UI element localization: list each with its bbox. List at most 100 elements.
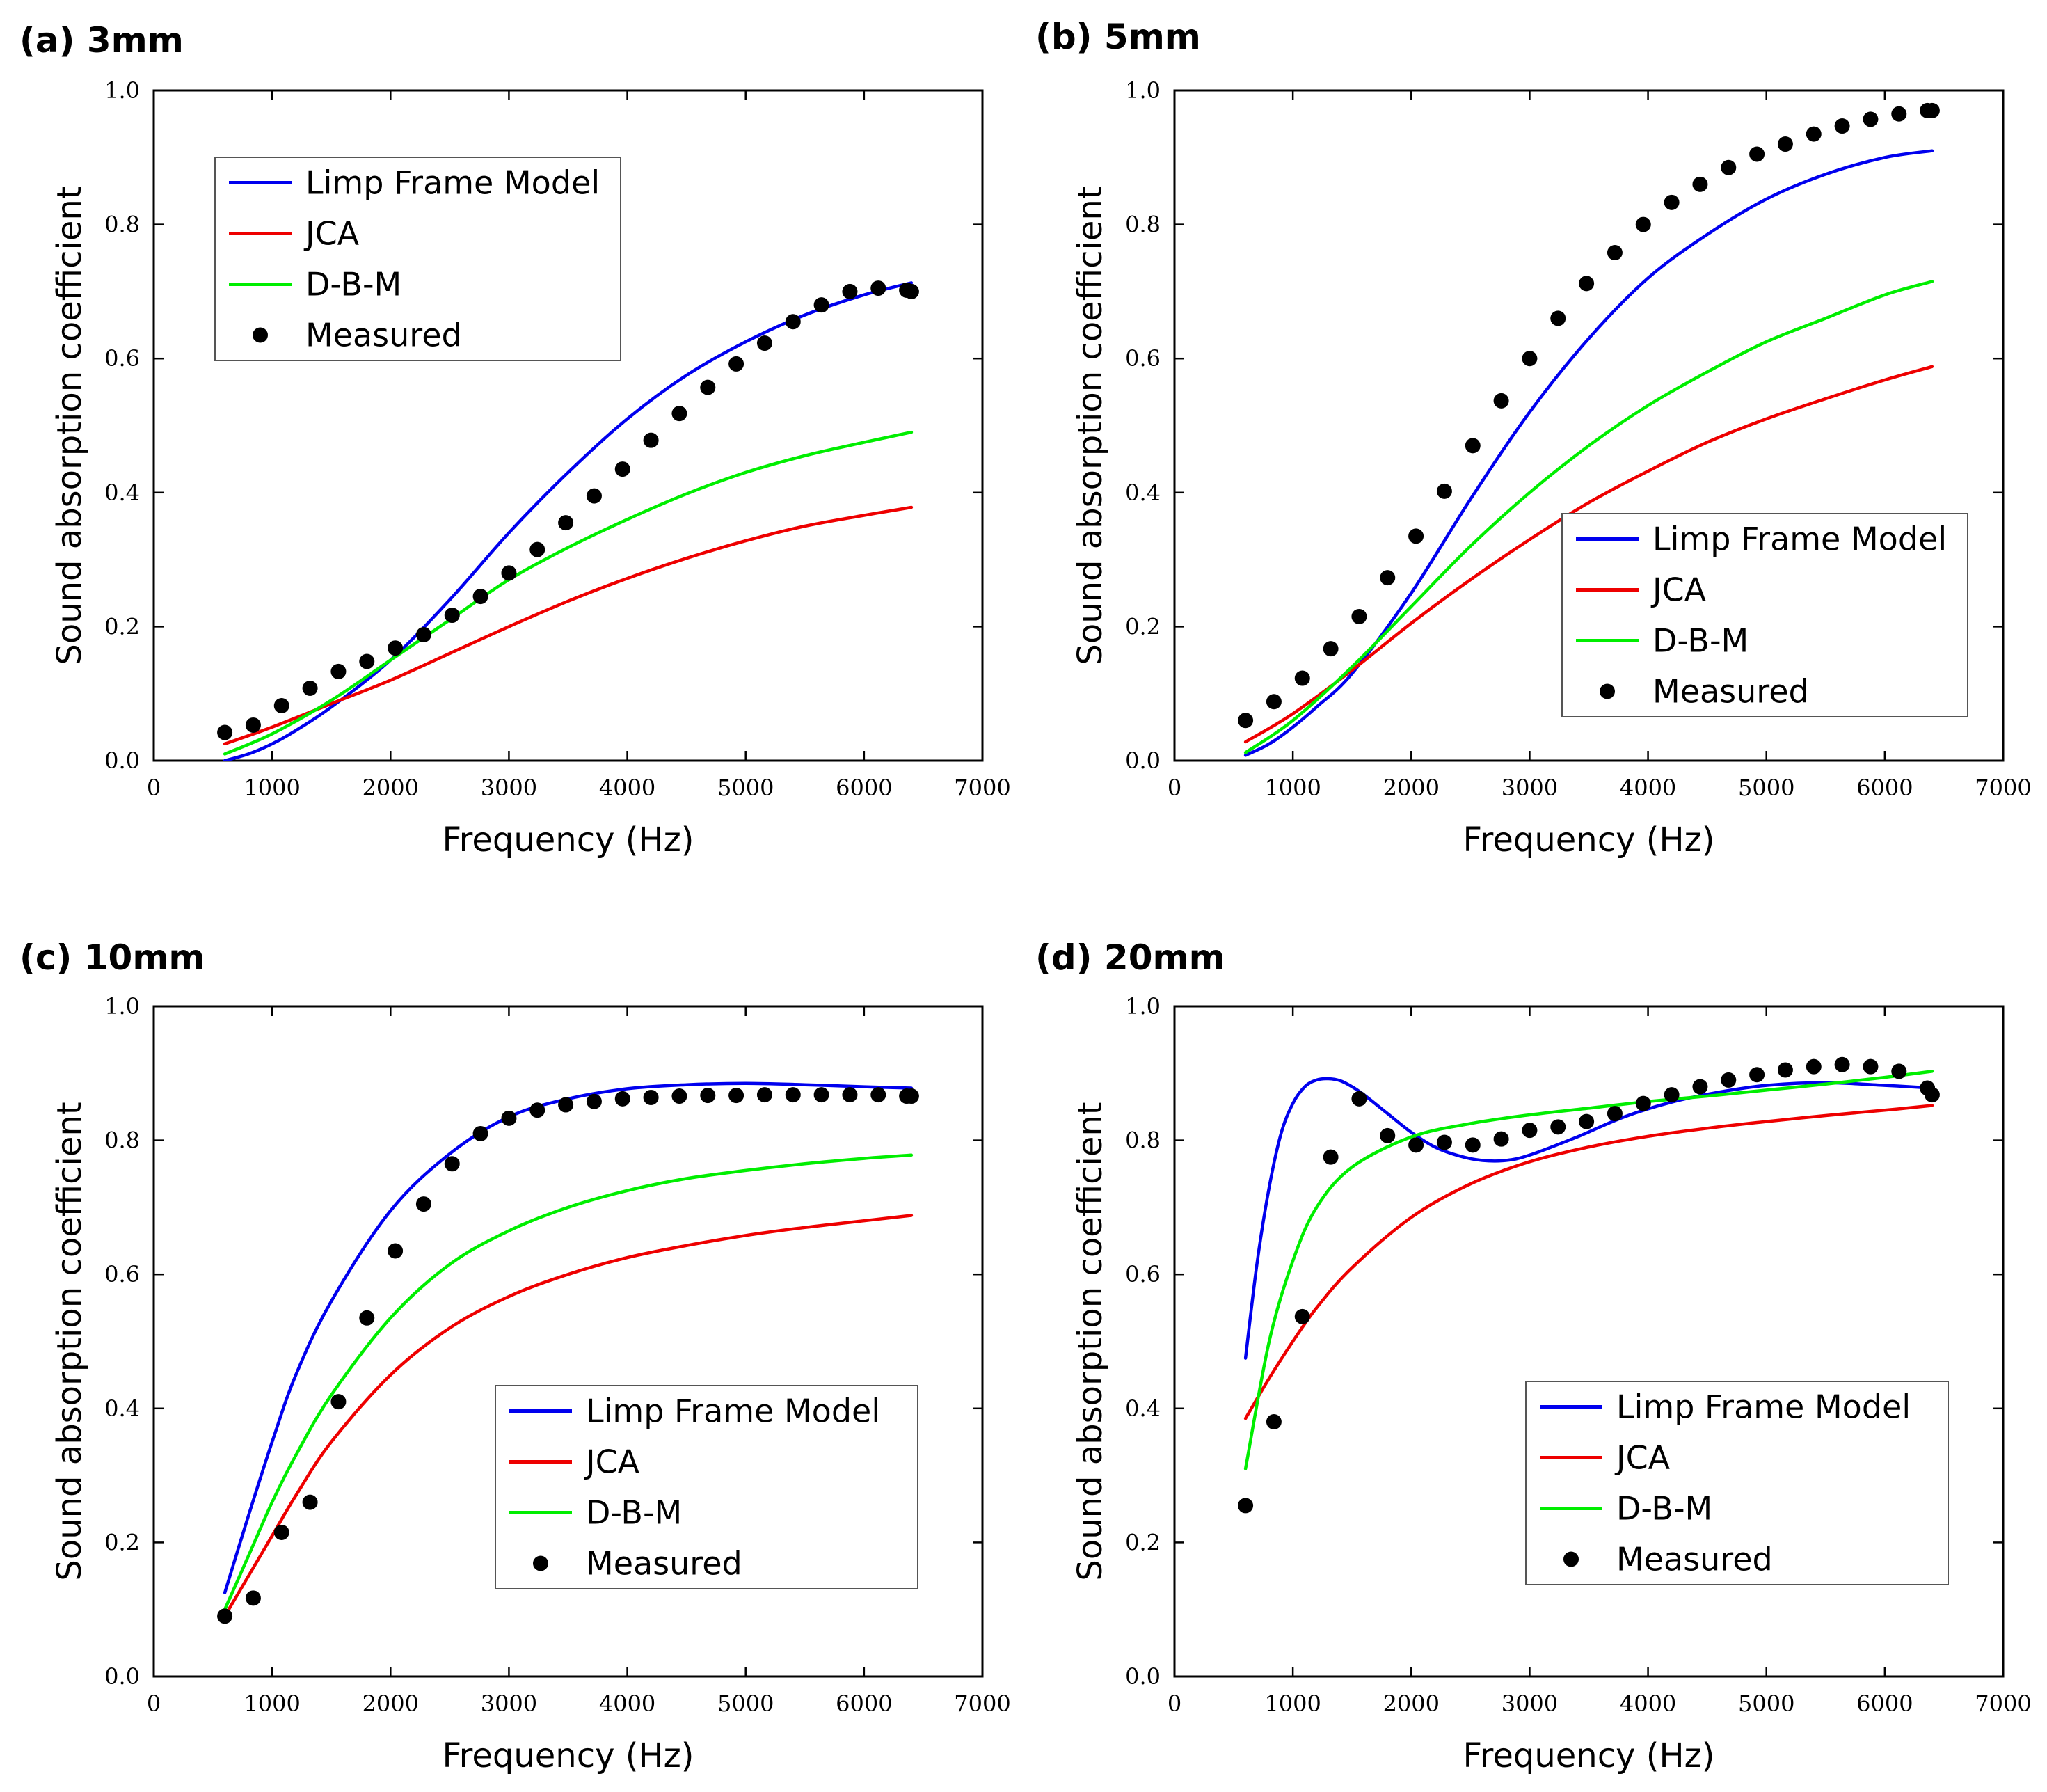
legend-label-jca: JCA — [1650, 571, 1707, 609]
data-point-measured — [700, 379, 716, 395]
data-point-measured — [700, 1088, 716, 1104]
data-point-measured — [586, 1093, 602, 1109]
data-point-measured — [1721, 159, 1737, 175]
data-point-measured — [444, 608, 460, 624]
data-point-measured — [1408, 528, 1424, 544]
data-point-measured — [359, 653, 375, 669]
y-tick-label: 1.0 — [104, 77, 140, 104]
data-point-measured — [1721, 1072, 1737, 1088]
data-point-measured — [472, 589, 488, 605]
data-point-measured — [1863, 111, 1879, 127]
x-tick-label: 5000 — [1738, 775, 1794, 801]
data-point-measured — [1351, 608, 1367, 624]
x-tick-label: 4000 — [599, 775, 655, 801]
data-point-measured — [1294, 670, 1310, 686]
chart-panel-2: (b) 5mm 0 1000 2000 3000 4000 5000 6000 7000 0.0 0… — [1035, 17, 2032, 859]
data-point-measured — [1635, 216, 1651, 232]
x-tick-label: 3000 — [481, 1690, 537, 1717]
data-point-measured — [1493, 1131, 1509, 1147]
legend: Limp Frame Model JCA D-B-M Measured — [495, 1385, 918, 1589]
data-point-measured — [842, 1087, 858, 1103]
x-tick-label: 5000 — [1738, 1690, 1794, 1717]
series-line-jca — [1243, 1104, 1934, 1420]
data-point-measured — [870, 280, 886, 296]
panel-title: (b) 5mm — [1035, 17, 1201, 57]
x-tick-label: 7000 — [1975, 775, 2031, 801]
data-point-measured — [586, 488, 602, 504]
series-line-jca — [223, 1214, 914, 1618]
data-point-measured — [903, 283, 919, 299]
data-point-measured — [813, 1087, 829, 1103]
data-point-measured — [1607, 245, 1623, 261]
legend-label-d-b-m: D-B-M — [1616, 1490, 1712, 1528]
data-point-measured — [1493, 393, 1509, 409]
data-point-measured — [903, 1088, 919, 1104]
legend: Limp Frame Model JCA D-B-M Measured — [1525, 1381, 1949, 1585]
data-point-measured — [245, 717, 261, 733]
data-point-measured — [643, 432, 659, 448]
legend-label-measured: Measured — [1616, 1541, 1773, 1578]
y-tick-label: 0.2 — [104, 1529, 140, 1555]
x-tick-label: 6000 — [836, 775, 892, 801]
y-tick-label: 0.0 — [1125, 747, 1161, 774]
x-axis-label: Frequency (Hz) — [443, 820, 694, 859]
x-tick-label: 7000 — [1975, 1690, 2031, 1717]
data-point-measured — [1465, 1137, 1481, 1153]
x-tick-label: 3000 — [1502, 775, 1558, 801]
data-point-measured — [1806, 1058, 1822, 1075]
data-point-measured — [1323, 1149, 1339, 1165]
y-tick-label: 0.8 — [104, 212, 140, 238]
y-tick-label: 0.2 — [1125, 613, 1161, 640]
legend-swatch-measured — [533, 1555, 548, 1571]
data-point-measured — [472, 1125, 488, 1141]
legend-label-limp-frame-model: Limp Frame Model — [586, 1393, 880, 1430]
series-line-limp-frame-model — [1243, 1077, 1934, 1360]
series-line-d-b-m — [1243, 280, 1934, 754]
data-point-measured — [273, 698, 289, 714]
legend-label-jca: JCA — [303, 215, 360, 253]
x-tick-label: 5000 — [717, 775, 774, 801]
data-point-measured — [842, 283, 858, 299]
y-tick-label: 0.6 — [104, 345, 140, 372]
plot-frame — [1173, 1005, 2005, 1678]
data-point-measured — [1834, 1056, 1850, 1072]
data-point-measured — [529, 541, 545, 557]
series-line-d-b-m — [223, 1153, 914, 1611]
data-point-measured — [1522, 1123, 1538, 1139]
data-point-measured — [444, 1156, 460, 1172]
data-point-measured — [756, 335, 772, 351]
data-point-measured — [728, 1088, 744, 1104]
data-point-measured — [302, 1494, 318, 1510]
legend-label-d-b-m: D-B-M — [1652, 622, 1749, 660]
data-point-measured — [1891, 1063, 1907, 1079]
legend-swatch-measured — [253, 327, 268, 343]
y-tick-label: 0.4 — [104, 1395, 140, 1422]
data-point-measured — [1550, 310, 1566, 326]
legend-label-measured: Measured — [305, 317, 462, 354]
data-point-measured — [1924, 102, 1940, 118]
legend-label-d-b-m: D-B-M — [586, 1494, 682, 1532]
plot-area — [217, 280, 919, 761]
data-point-measured — [1408, 1137, 1424, 1153]
data-point-measured — [245, 1590, 261, 1606]
data-point-measured — [614, 461, 630, 477]
data-point-measured — [302, 680, 318, 696]
legend-box — [1561, 513, 1968, 717]
chart-panel-1: (a) 3mm 0 1000 2000 3000 4000 5000 6000 7000 0.0 0… — [19, 20, 1011, 859]
data-point-measured — [756, 1087, 772, 1103]
legend-label-limp-frame-model: Limp Frame Model — [1616, 1388, 1911, 1426]
x-tick-label: 6000 — [1856, 775, 1913, 801]
data-point-measured — [785, 314, 801, 330]
data-point-measured — [529, 1102, 545, 1118]
x-tick-label: 7000 — [954, 775, 1010, 801]
data-point-measured — [388, 1243, 404, 1259]
y-tick-label: 0.8 — [104, 1127, 140, 1154]
data-point-measured — [1294, 1308, 1310, 1324]
data-point-measured — [330, 1394, 347, 1410]
y-tick-label: 0.0 — [1125, 1663, 1161, 1690]
data-point-measured — [558, 1097, 574, 1113]
data-point-measured — [1579, 1113, 1595, 1129]
data-point-measured — [614, 1091, 630, 1107]
y-tick-label: 0.8 — [1125, 212, 1161, 238]
